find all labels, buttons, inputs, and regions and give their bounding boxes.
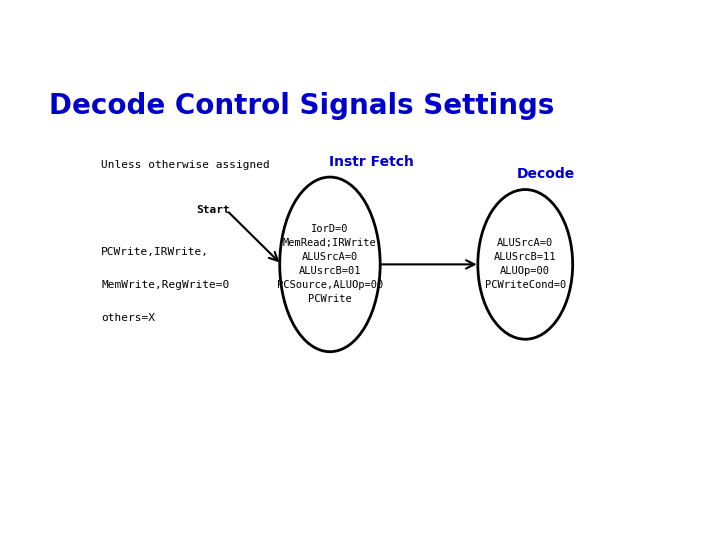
Text: Unless otherwise assigned: Unless otherwise assigned	[101, 160, 270, 170]
Text: IorD=0
MemRead;IRWrite
ALUSrcA=0
ALUsrcB=01
PCSource,ALUOp=00
PCWrite: IorD=0 MemRead;IRWrite ALUSrcA=0 ALUsrcB…	[276, 225, 383, 305]
Text: others=X: others=X	[101, 313, 156, 323]
Text: Decode Control Signals Settings: Decode Control Signals Settings	[50, 92, 554, 120]
Text: Decode: Decode	[517, 167, 575, 181]
Text: MemWrite,RegWrite=0: MemWrite,RegWrite=0	[101, 280, 230, 290]
Ellipse shape	[280, 177, 380, 352]
Text: Start: Start	[196, 205, 230, 215]
Text: Instr Fetch: Instr Fetch	[329, 155, 414, 168]
Text: PCWrite,IRWrite,: PCWrite,IRWrite,	[101, 247, 209, 257]
Text: ALUSrcA=0
ALUSrcB=11
ALUOp=00
PCWriteCond=0: ALUSrcA=0 ALUSrcB=11 ALUOp=00 PCWriteCon…	[485, 238, 566, 291]
Ellipse shape	[478, 190, 572, 339]
